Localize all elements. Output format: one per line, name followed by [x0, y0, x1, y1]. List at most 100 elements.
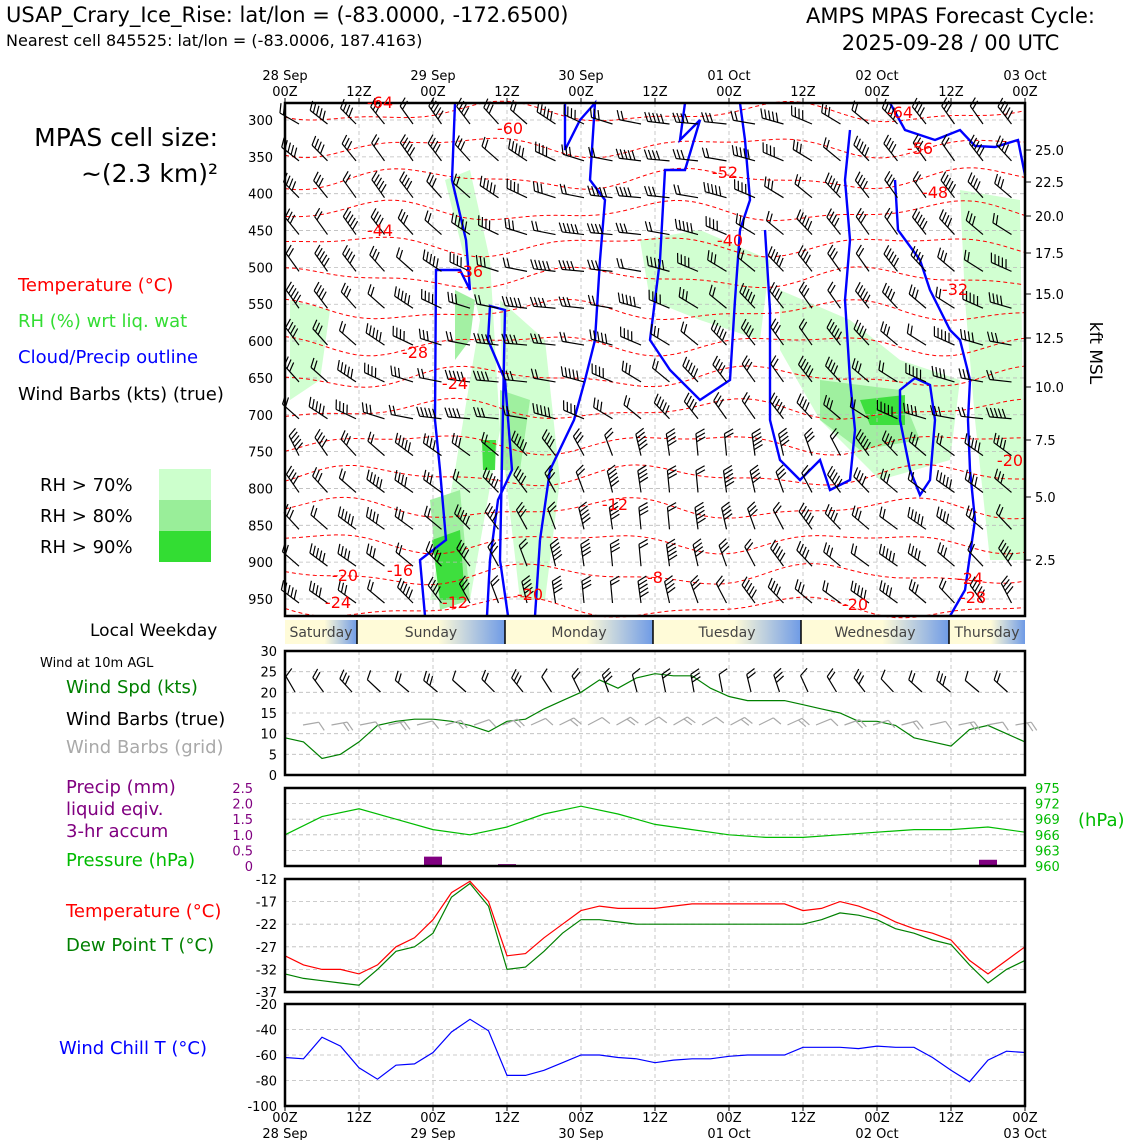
upper-wind-barb-flag: [286, 359, 292, 369]
upper-wind-barb: [558, 296, 585, 309]
upper-wind-barb-flag: [748, 328, 754, 338]
rh-swatch-90: [159, 531, 211, 562]
upper-wind-barb-shaft: [337, 553, 357, 567]
upper-wind-barb-flag: [586, 223, 592, 233]
upper-wind-barb-flag: [824, 504, 830, 514]
upper-wind-barb-shaft: [990, 301, 1012, 309]
upper-wind-barb-shaft: [992, 222, 1012, 236]
upper-wind-barb-flag: [373, 137, 380, 147]
upper-wind-barb-flag: [797, 245, 804, 255]
upper-wind-barb-flag: [345, 104, 351, 115]
upper-wind-barb-flag: [316, 247, 323, 257]
upper-wind-barb-flag: [463, 107, 470, 117]
upper-wind-barb-flag: [944, 214, 950, 225]
upper-wind-barb-flag: [509, 296, 514, 307]
upper-wind-barb-flag: [929, 405, 934, 415]
surface-wind-barb: [511, 668, 524, 693]
upper-wind-barb: [907, 506, 927, 530]
upper-wind-barb-flag: [999, 100, 1006, 111]
upper-wind-barb-flag: [312, 103, 317, 114]
surface-wind-barb-flag: [366, 670, 372, 680]
surface-wind-barb-flag: [880, 669, 886, 680]
upper-wind-barb: [338, 320, 357, 346]
upper-wind-barb-flag: [886, 473, 891, 484]
upper-wind-barb: [990, 252, 1012, 272]
upper-wind-barb-shaft: [340, 438, 357, 457]
upper-wind-barb-flag: [290, 431, 298, 440]
surface-wind-barb-flag: [314, 671, 321, 682]
upper-wind-barb: [606, 464, 620, 493]
upper-wind-barb: [309, 100, 328, 125]
upper-wind-barb-flag: [742, 217, 745, 228]
forecast-cycle-title: AMPS MPAS Forecast Cycle: 2025-09-28 / 0…: [778, 3, 1123, 57]
upper-wind-barb: [770, 318, 784, 346]
upper-wind-barb-flag: [691, 401, 697, 412]
upper-wind-barb-flag: [890, 144, 897, 154]
upper-wind-barb-flag: [549, 538, 559, 546]
upper-wind-barb-shaft: [419, 377, 442, 383]
upper-wind-barb: [735, 213, 756, 236]
surface-wind-barb: [826, 668, 838, 693]
temperature-contour: [284, 167, 1026, 191]
upper-wind-barb: [313, 281, 328, 309]
upper-wind-barb-flag: [704, 112, 710, 123]
upper-wind-barb-flag: [492, 184, 496, 195]
upper-wind-barb-flag: [372, 548, 376, 559]
upper-wind-barb-flag: [827, 465, 834, 475]
legend-temperature: Temperature (°C): [18, 275, 174, 296]
legend-cloud: Cloud/Precip outline: [18, 347, 199, 368]
upper-wind-barb-shaft: [505, 227, 528, 236]
upper-wind-barb-flag: [794, 579, 799, 589]
upper-wind-barb-flag: [284, 544, 289, 555]
upper-wind-barb-flag: [456, 371, 461, 381]
upper-wind-barb-shaft: [425, 550, 442, 567]
upper-wind-barb-flag: [321, 405, 325, 416]
upper-wind-barb: [513, 465, 528, 493]
upper-wind-barb-shaft: [505, 342, 528, 346]
upper-wind-barb-flag: [739, 215, 742, 226]
height-tick: 17.5: [1035, 247, 1064, 262]
upper-wind-barb-flag: [805, 512, 812, 522]
upper-wind-barb: [651, 358, 670, 383]
upper-wind-barb: [680, 321, 699, 346]
upper-wind-barb-flag: [574, 431, 582, 441]
wind-panel-ytick: 10: [260, 728, 277, 743]
upper-wind-barb: [637, 575, 649, 604]
upper-wind-barb-shaft: [911, 106, 927, 125]
upper-wind-barb-shaft: [907, 552, 927, 567]
rh-swatch-80: [159, 500, 211, 531]
upper-wind-barb-flag: [636, 431, 645, 439]
upper-wind-barb-flag: [970, 543, 975, 554]
upper-wind-barb-flag: [475, 254, 479, 265]
upper-wind-barb-flag: [650, 323, 653, 334]
upper-wind-barb-flag: [610, 538, 620, 545]
upper-wind-barb-flag: [347, 366, 350, 377]
upper-wind-barb-shaft: [484, 511, 499, 530]
upper-wind-barb-flag: [801, 215, 807, 225]
upper-wind-barb-flag: [350, 515, 354, 526]
upper-wind-barb: [762, 142, 784, 162]
upper-wind-barb-shaft: [562, 340, 585, 346]
upper-wind-barb-flag: [912, 134, 919, 144]
upper-wind-barb-flag: [608, 472, 618, 480]
upper-wind-barb-flag: [907, 543, 912, 554]
upper-wind-barb: [428, 97, 444, 125]
upper-wind-barb-flag: [721, 501, 730, 509]
surface-wind-barb-flag: [481, 669, 487, 680]
cloud-outline: [898, 376, 937, 498]
upper-wind-barb-flag: [623, 328, 626, 339]
upper-wind-barb-flag: [639, 443, 648, 451]
upper-wind-barb-flag: [534, 259, 539, 270]
upper-wind-barb-flag: [976, 586, 983, 596]
upper-wind-barb-flag: [779, 431, 788, 439]
upper-wind-barb-flag: [707, 183, 710, 193]
upper-wind-barb-flag: [581, 575, 591, 582]
upper-wind-barb: [770, 355, 784, 383]
upper-wind-barb: [997, 97, 1014, 125]
pressure-tick: 800: [248, 482, 273, 497]
upper-wind-barb-flag: [790, 105, 793, 116]
upper-wind-barb: [765, 210, 784, 236]
upper-wind-barb-flag: [800, 584, 805, 595]
upper-wind-barb: [855, 428, 871, 456]
upper-wind-barb-flag: [767, 110, 771, 121]
